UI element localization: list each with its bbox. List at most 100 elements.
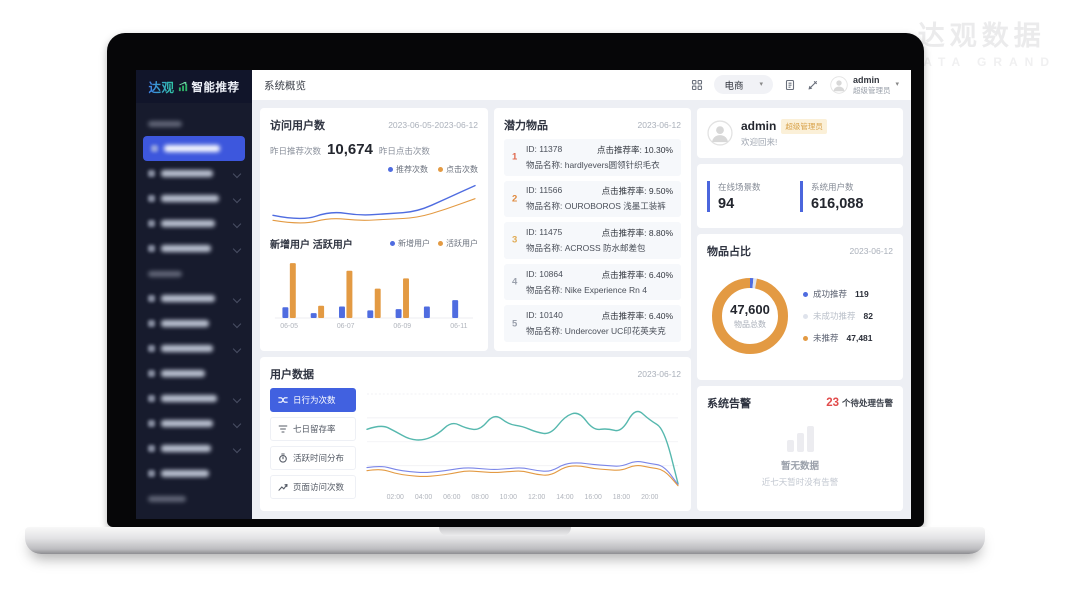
pending-alerts[interactable]: 23 个待处理告警 [826, 397, 893, 409]
alerts-title: 系统告警 [707, 398, 751, 410]
tab-page-visits[interactable]: 页面访问次数 [270, 475, 356, 499]
legend-active-users[interactable]: 活跃用户 [438, 238, 478, 249]
chevron-down-icon: ▾ [759, 81, 763, 89]
sidebar-item[interactable] [148, 311, 242, 336]
pen-icon[interactable] [807, 79, 819, 91]
sidebar-item[interactable] [148, 336, 242, 361]
rank-badge: 4 [512, 276, 518, 288]
tab-daily-behavior[interactable]: 日行为次数 [270, 388, 356, 412]
orange-dot-icon [803, 335, 808, 341]
legend-click-count[interactable]: 点击次数 [438, 164, 478, 175]
chevron-down-icon [232, 194, 242, 203]
user-data-date: 2023-06-12 [637, 369, 681, 379]
sidebar-section-label [148, 486, 240, 511]
sidebar-item[interactable] [148, 436, 242, 461]
blurred-text-pill [148, 120, 182, 127]
sidebar-item-icon [148, 345, 155, 352]
sidebar-item[interactable] [148, 411, 242, 436]
rank-badge: 1 [512, 151, 518, 163]
chevron-down-icon: ▾ [895, 81, 899, 89]
blurred-text-pill [161, 395, 217, 402]
item-ctr: 点击推荐率: 6.40% [601, 269, 673, 280]
document-icon[interactable] [784, 79, 796, 91]
legend-not-rec[interactable]: 未推荐 47,481 [803, 332, 893, 344]
sidebar-item[interactable] [148, 211, 242, 236]
item-share-body: 47,600 物品总数 成功推荐 119 [707, 261, 893, 371]
list-item: 5 ID: 10140 点击推荐率: 6.40% 物品名称: Undercover… [504, 305, 681, 342]
main-area: 系统概览 电商 ▾ [252, 70, 911, 519]
user-name: admin [852, 75, 880, 86]
chevron-down-icon [232, 394, 242, 403]
svg-text:14:00: 14:00 [556, 494, 573, 501]
logo-product-text: 智能推荐 [191, 81, 240, 94]
alerts-count-suffix: 个待处理告警 [841, 398, 893, 408]
admin-info: admin 超级管理员 欢迎回来! [741, 118, 827, 148]
content-grid: 访问用户数 2023-06-05-2023-06-12 昨日推荐次数 10,67… [252, 100, 911, 519]
admin-welcome-card: admin 超级管理员 欢迎回来! [697, 108, 903, 158]
legend-rec-count[interactable]: 推荐次数 [388, 164, 428, 175]
sidebar-item-icon [148, 245, 155, 252]
item-name: 物品名称: Nike Experience Rn 4 [526, 284, 647, 295]
sidebar: 达观 智能推荐 [136, 70, 252, 519]
online-scenes-stat: 在线场景数 94 [707, 180, 800, 212]
legend-failed-rec[interactable]: 未成功推荐 82 [803, 310, 893, 322]
sidebar-item-icon [148, 195, 155, 202]
donut-center-label: 47,600 物品总数 [707, 273, 793, 359]
alerts-header: 系统告警 23 个待处理告警 [707, 395, 893, 411]
chevron-down-icon [232, 444, 242, 453]
chevron-down-icon [232, 319, 242, 328]
potential-items-list: 1 ID: 11378 点击推荐率: 10.30% 物品名称: hardlyeve… [504, 139, 681, 342]
visits-legend: 推荐次数 点击次数 [270, 164, 478, 175]
visits-stats: 昨日推荐次数 10,674 昨日点击次数 [270, 141, 478, 158]
blue-dot-icon [803, 291, 808, 297]
behavior-line-chart: 02:00 04:00 06:00 08:00 10:00 12:00 14:00 16:00… [366, 393, 679, 501]
system-stats-card: 在线场景数 94 系统用户数 616,088 [697, 164, 903, 228]
apps-grid-icon[interactable] [691, 79, 703, 91]
blurred-text-pill [161, 420, 213, 427]
sidebar-item-active[interactable] [143, 136, 245, 161]
sidebar-item[interactable] [148, 286, 242, 311]
legend-new-users[interactable]: 新增用户 [390, 238, 430, 249]
orange-dot-icon [438, 167, 443, 172]
legend-success-rec[interactable]: 成功推荐 119 [803, 288, 893, 300]
potential-card-date: 2023-06-12 [637, 120, 681, 130]
user-data-card: 用户数据 2023-06-12 日行为次数 [260, 357, 691, 511]
visits-card: 访问用户数 2023-06-05-2023-06-12 昨日推荐次数 10,67… [260, 108, 488, 351]
user-menu[interactable]: admin 超级管理员 ▾ [829, 75, 899, 95]
svg-text:10:00: 10:00 [500, 494, 517, 501]
tab-retention-rate[interactable]: 七日留存率 [270, 417, 356, 441]
sidebar-item[interactable] [148, 186, 242, 211]
empty-bars-icon [786, 425, 814, 452]
chevron-down-icon [232, 169, 242, 178]
sidebar-item-icon [148, 370, 155, 377]
blurred-text-pill [148, 495, 186, 502]
items-donut-chart [712, 278, 788, 354]
sidebar-item-icon [148, 320, 155, 327]
scene-select-dropdown[interactable]: 电商 ▾ [714, 75, 773, 95]
item-name: 物品名称: hardlyevers圆领针织毛衣 [526, 159, 660, 170]
role-badge: 超级管理员 [781, 118, 827, 134]
blue-dot-icon [388, 167, 393, 172]
sidebar-item-icon [148, 395, 155, 402]
sidebar-item-icon [148, 295, 155, 302]
svg-text:12:00: 12:00 [528, 494, 545, 501]
top-row: 访问用户数 2023-06-05-2023-06-12 昨日推荐次数 10,67… [260, 108, 691, 351]
sidebar-item[interactable] [148, 361, 240, 386]
welcome-text: 欢迎回来! [741, 136, 778, 147]
blurred-text-pill [161, 295, 215, 302]
blurred-text-pill [161, 220, 215, 227]
blurred-text-pill [164, 145, 220, 152]
sidebar-item[interactable] [148, 236, 242, 261]
alerts-count: 23 [826, 397, 839, 409]
tab-active-time[interactable]: 活跃时间分布 [270, 446, 356, 470]
sidebar-item-icon [148, 445, 155, 452]
sidebar-item[interactable] [148, 161, 242, 186]
grey-dot-icon [803, 313, 808, 319]
sidebar-item[interactable] [148, 386, 242, 411]
item-ctr: 点击推荐率: 9.50% [601, 186, 673, 197]
sidebar-item-icon [148, 470, 155, 477]
system-users-stat: 系统用户数 616,088 [800, 180, 893, 212]
avatar [707, 120, 733, 146]
svg-text:18:00: 18:00 [613, 494, 630, 501]
sidebar-item[interactable] [148, 461, 240, 486]
